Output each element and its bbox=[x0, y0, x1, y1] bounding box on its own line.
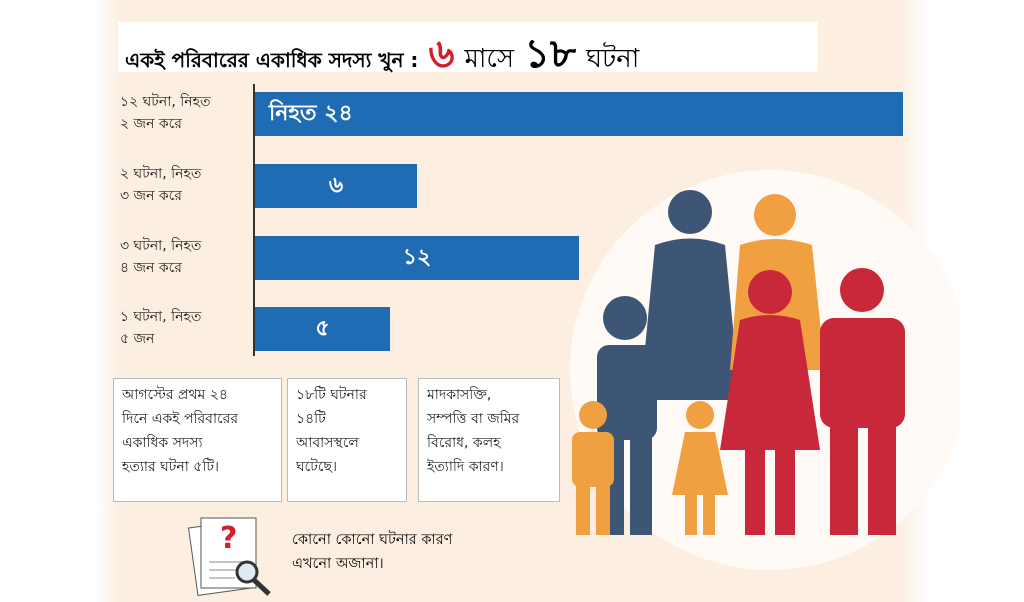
axis-line bbox=[253, 84, 255, 356]
value-label: ১২ bbox=[402, 245, 432, 270]
value-label: ৫ bbox=[315, 316, 330, 341]
family-illustration bbox=[570, 170, 960, 570]
title-word: ঘটনা bbox=[585, 44, 640, 74]
note-box: ১৮টি ঘটনার ১৪টি আবাসস্থলে ঘটেছে। bbox=[287, 378, 407, 502]
bar: ৬ bbox=[255, 164, 417, 208]
title-band bbox=[118, 22, 818, 72]
title-number: ৬ bbox=[428, 31, 455, 77]
bar: ৫ bbox=[255, 307, 390, 351]
bar: নিহত ২৪ bbox=[255, 92, 903, 136]
category-label: ১২ ঘটনা, নিহত ২ জন করে bbox=[120, 94, 211, 132]
document-icon: ? bbox=[187, 517, 271, 596]
value-label: নিহত ২৪ bbox=[269, 101, 353, 126]
title-number: ১৮ bbox=[524, 31, 576, 77]
title: একই পরিবারের একাধিক সদস্য খুন : ৬ মাসে ১… bbox=[125, 22, 639, 77]
category-label: ২ ঘটনা, নিহত ৩ জন করে bbox=[120, 166, 202, 204]
title-word: মাসে bbox=[464, 44, 515, 74]
title-lead: একই পরিবারের একাধিক সদস্য খুন : bbox=[125, 48, 419, 72]
category-label: ১ ঘটনা, নিহত ৫ জন bbox=[120, 309, 202, 347]
note-box: মাদকাসক্তি, সম্পত্তি বা জমির বিরোধ, কলহ … bbox=[418, 378, 560, 502]
svg-text:?: ? bbox=[220, 521, 237, 556]
value-label: ৬ bbox=[328, 173, 344, 198]
footnote: কোনো কোনো ঘটনার কারণ এখনো অজানা। bbox=[292, 532, 453, 572]
category-label: ৩ ঘটনা, নিহত ৪ জন করে bbox=[120, 238, 202, 276]
note-box: আগস্টের প্রথম ২৪ দিনে একই পরিবারের একাধি… bbox=[113, 378, 282, 502]
bar: ১২ bbox=[255, 236, 579, 280]
